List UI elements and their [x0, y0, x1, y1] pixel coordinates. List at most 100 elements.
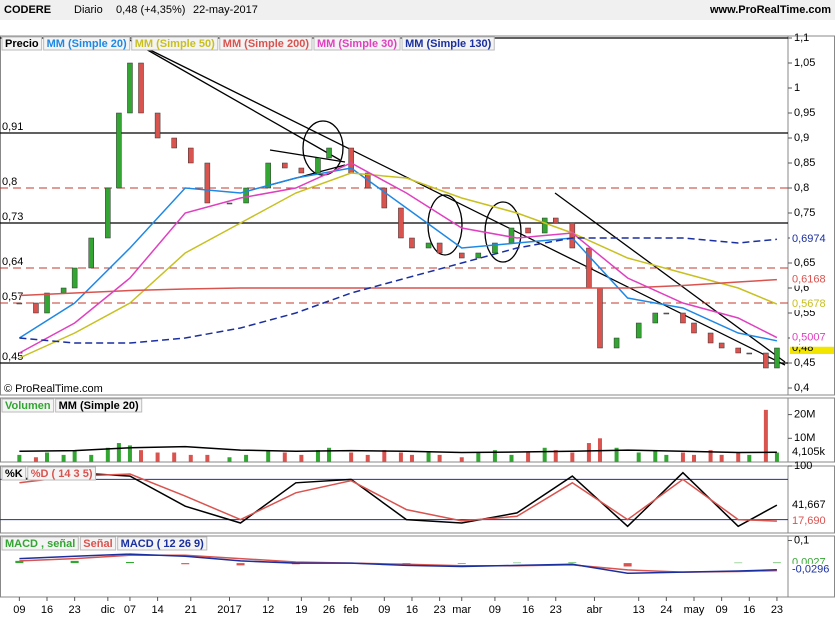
volume-bar	[139, 450, 144, 462]
legend-label: Volumen	[5, 400, 51, 412]
candle	[735, 347, 741, 354]
volume-bar	[155, 452, 160, 462]
histogram-bar	[70, 560, 79, 564]
x-tick-label: 23	[69, 604, 81, 616]
x-tick-label: 09	[378, 604, 390, 616]
volume-bar	[244, 454, 249, 462]
reference-label: 0,45	[2, 351, 23, 363]
x-tick-label: 16	[406, 604, 418, 616]
legend-box	[117, 536, 208, 551]
quote: 0,48 (+4,35%)	[116, 4, 185, 16]
volume-bar	[719, 454, 724, 462]
volume-bar	[459, 457, 464, 462]
y-tick-label: 0,65	[794, 257, 815, 269]
x-tick-label: mar	[452, 604, 471, 616]
candle	[16, 302, 23, 305]
volume-bar	[172, 452, 177, 462]
histogram-bar	[623, 563, 632, 567]
volume-bar	[89, 454, 94, 462]
legend-box	[1, 466, 27, 481]
legend-label: MM (Simple 200)	[223, 38, 310, 50]
value-label: 17,690	[792, 515, 826, 527]
volume-bar	[45, 452, 50, 462]
candle	[409, 237, 415, 249]
legend-box	[1, 398, 55, 413]
volume-bar	[365, 454, 370, 462]
candle	[492, 242, 498, 254]
volume-bar	[653, 450, 658, 462]
candle	[425, 242, 432, 249]
value-label: 41,667	[792, 499, 826, 511]
candle	[33, 302, 39, 314]
y-tick-label: 10M	[794, 432, 815, 444]
x-tick-label: 14	[151, 604, 163, 616]
histogram-bar	[125, 561, 134, 564]
volume-bar	[553, 450, 558, 462]
candle	[171, 137, 177, 149]
histogram-bar	[457, 563, 466, 564]
volume-bar	[409, 454, 414, 462]
reference-label: 0,57	[2, 291, 23, 303]
header-bar	[0, 0, 835, 20]
volume-bar	[747, 454, 752, 462]
legend-box	[219, 36, 313, 51]
x-tick-label: 09	[716, 604, 728, 616]
candle	[116, 112, 122, 189]
series-line	[19, 473, 777, 522]
legend-label: Señal	[83, 538, 112, 550]
legend-box	[43, 36, 131, 51]
x-tick-label: 07	[124, 604, 136, 616]
x-tick-label: 21	[185, 604, 197, 616]
candle	[597, 287, 603, 349]
candle	[398, 207, 404, 239]
volume-bar	[736, 452, 741, 462]
series-line	[19, 554, 777, 573]
reference-label: 0,73	[2, 211, 23, 223]
volume-bar	[664, 454, 669, 462]
legend-box	[401, 36, 495, 51]
volume-bar	[188, 454, 193, 462]
y-tick-label: 0,1	[794, 534, 809, 546]
legend-label: MM (Simple 20)	[59, 400, 139, 412]
value-label: -0,0296	[792, 564, 829, 576]
legend-box	[27, 466, 96, 481]
legend-label: MM (Simple 30)	[317, 38, 397, 50]
legend-box	[1, 36, 43, 51]
legend-label: MM (Simple 130)	[405, 38, 492, 50]
volume-bar	[116, 443, 121, 462]
legend-label: MM (Simple 20)	[47, 38, 127, 50]
y-tick-label: 0,95	[794, 107, 815, 119]
volume-bar	[299, 454, 304, 462]
value-label: 4,105k	[792, 446, 826, 458]
candle	[663, 312, 670, 315]
volume-bar	[492, 450, 497, 462]
volume-bar	[349, 452, 354, 462]
site: www.ProRealTime.com	[709, 4, 831, 16]
copyright: © ProRealTime.com	[4, 383, 103, 395]
y-tick-label: 100	[794, 460, 812, 472]
candle	[746, 352, 753, 355]
trendline	[554, 192, 786, 363]
date: 22-may-2017	[193, 4, 258, 16]
legend-label: MM (Simple 50)	[135, 38, 215, 50]
series-line	[19, 278, 777, 297]
value-label-box	[790, 298, 834, 311]
reference-label: 0,91	[2, 121, 23, 133]
candle	[707, 332, 714, 344]
value-label-box	[790, 499, 834, 512]
series-line	[18, 167, 778, 342]
x-tick-label: 13	[633, 604, 645, 616]
volume-bar	[774, 452, 779, 462]
value-label-box	[790, 446, 834, 459]
reference-label: 0,64	[2, 256, 23, 268]
x-tick-label: 16	[743, 604, 755, 616]
y-tick-label: 1,1	[794, 32, 809, 44]
candle	[315, 157, 321, 174]
volume-bar	[586, 443, 591, 462]
candle	[127, 62, 133, 114]
legend-box	[55, 398, 143, 413]
candle	[680, 312, 686, 324]
legend-label: Precio	[5, 38, 39, 50]
histogram-bar	[772, 562, 781, 564]
y-tick-label: 0,4	[794, 382, 809, 394]
